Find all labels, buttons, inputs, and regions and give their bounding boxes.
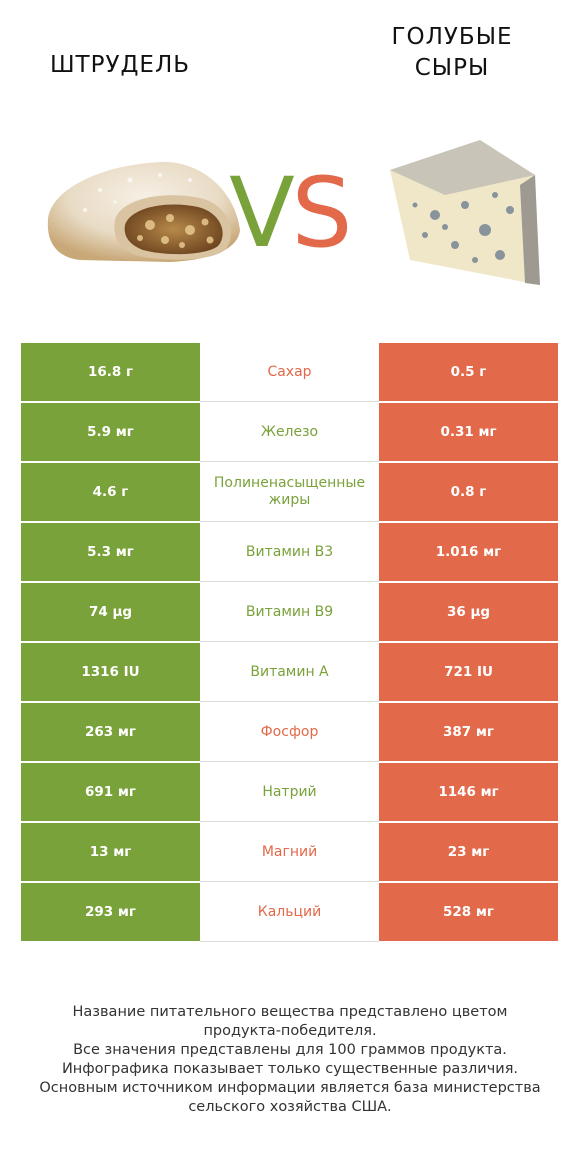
table-row: 74 µg Витамин B9 36 µg	[21, 583, 558, 643]
nutrient-label: Сахар	[267, 363, 312, 380]
left-value: 263 мг	[21, 703, 200, 763]
table-row: 5.9 мг Железо 0.31 мг	[21, 403, 558, 463]
strudel-image	[47, 161, 240, 262]
nutrient-cell: Кальций	[200, 883, 379, 942]
nutrient-label: Полиненасыщенные жиры	[213, 475, 366, 508]
nutrient-label: Витамин A	[250, 663, 329, 680]
footer-line: продукта-победителя.	[203, 1023, 377, 1039]
table-row: 13 мг Магний 23 мг	[21, 823, 558, 883]
nutrient-label: Витамин B9	[245, 603, 334, 620]
footer-line: Основным источником информации является …	[39, 1080, 541, 1096]
table-row: 691 мг Натрий 1146 мг	[21, 763, 558, 823]
table-row: 5.3 мг Витамин B3 1.016 мг	[21, 523, 558, 583]
nutrient-cell: Железо	[200, 403, 379, 462]
right-value: 23 мг	[379, 823, 558, 883]
right-value: 528 мг	[379, 883, 558, 943]
left-value: 5.9 мг	[21, 403, 200, 463]
right-value: 1.016 мг	[379, 523, 558, 583]
left-value: 5.3 мг	[21, 523, 200, 583]
blue-cheese-image	[390, 140, 540, 285]
table-row: 263 мг Фосфор 387 мг	[21, 703, 558, 763]
right-value: 721 IU	[379, 643, 558, 703]
footer-line: Инфографика показывает только существенн…	[61, 1061, 519, 1077]
nutrient-cell: Витамин A	[200, 643, 379, 702]
table-row: 16.8 г Сахар 0.5 г	[21, 343, 558, 403]
nutrient-label: Натрий	[262, 783, 317, 800]
left-value: 16.8 г	[21, 343, 200, 403]
vs-label: V S	[229, 164, 353, 264]
nutrient-cell: Магний	[200, 823, 379, 882]
right-product-title-line2: СЫРЫ	[414, 55, 490, 81]
table-row: 1316 IU Витамин A 721 IU	[21, 643, 558, 703]
right-product-title-line1: ГОЛУБЫЕ	[391, 24, 513, 50]
right-value: 0.5 г	[379, 343, 558, 403]
nutrient-cell: Витамин B3	[200, 523, 379, 582]
nutrient-label: Кальций	[257, 903, 322, 920]
nutrient-label: Фосфор	[260, 723, 319, 740]
right-value: 0.31 мг	[379, 403, 558, 463]
vs-s-letter: S	[292, 164, 353, 264]
comparison-table: 16.8 г Сахар 0.5 г 5.9 мг Железо 0.31 мг 4.6 г…	[21, 343, 558, 943]
right-value: 1146 мг	[379, 763, 558, 823]
footer-notes: Название питательного вещества представл…	[20, 1003, 560, 1117]
vs-v-letter: V	[229, 164, 295, 264]
nutrient-cell: Витамин B9	[200, 583, 379, 642]
nutrient-label: Магний	[261, 843, 318, 860]
nutrient-cell: Полиненасыщенные жиры	[200, 463, 379, 522]
right-value: 387 мг	[379, 703, 558, 763]
right-value: 36 µg	[379, 583, 558, 643]
left-value: 74 µg	[21, 583, 200, 643]
left-value: 13 мг	[21, 823, 200, 883]
footer-line: сельского хозяйства США.	[188, 1099, 392, 1115]
left-value: 293 мг	[21, 883, 200, 943]
table-row: 4.6 г Полиненасыщенные жиры 0.8 г	[21, 463, 558, 523]
nutrient-cell: Сахар	[200, 343, 379, 402]
left-value: 691 мг	[21, 763, 200, 823]
nutrient-cell: Натрий	[200, 763, 379, 822]
left-product-title: ШТРУДЕЛЬ	[49, 52, 191, 78]
nutrient-cell: Фосфор	[200, 703, 379, 762]
nutrient-label: Витамин B3	[245, 543, 334, 560]
right-value: 0.8 г	[379, 463, 558, 523]
left-value: 1316 IU	[21, 643, 200, 703]
table-row: 293 мг Кальций 528 мг	[21, 883, 558, 943]
footer-line: Все значения представлены для 100 граммо…	[73, 1042, 507, 1058]
right-product-title: ГОЛУБЫЕ СЫРЫ	[352, 22, 552, 84]
nutrient-label: Железо	[260, 423, 319, 440]
footer-line: Название питательного вещества представл…	[72, 1004, 508, 1020]
left-value: 4.6 г	[21, 463, 200, 523]
